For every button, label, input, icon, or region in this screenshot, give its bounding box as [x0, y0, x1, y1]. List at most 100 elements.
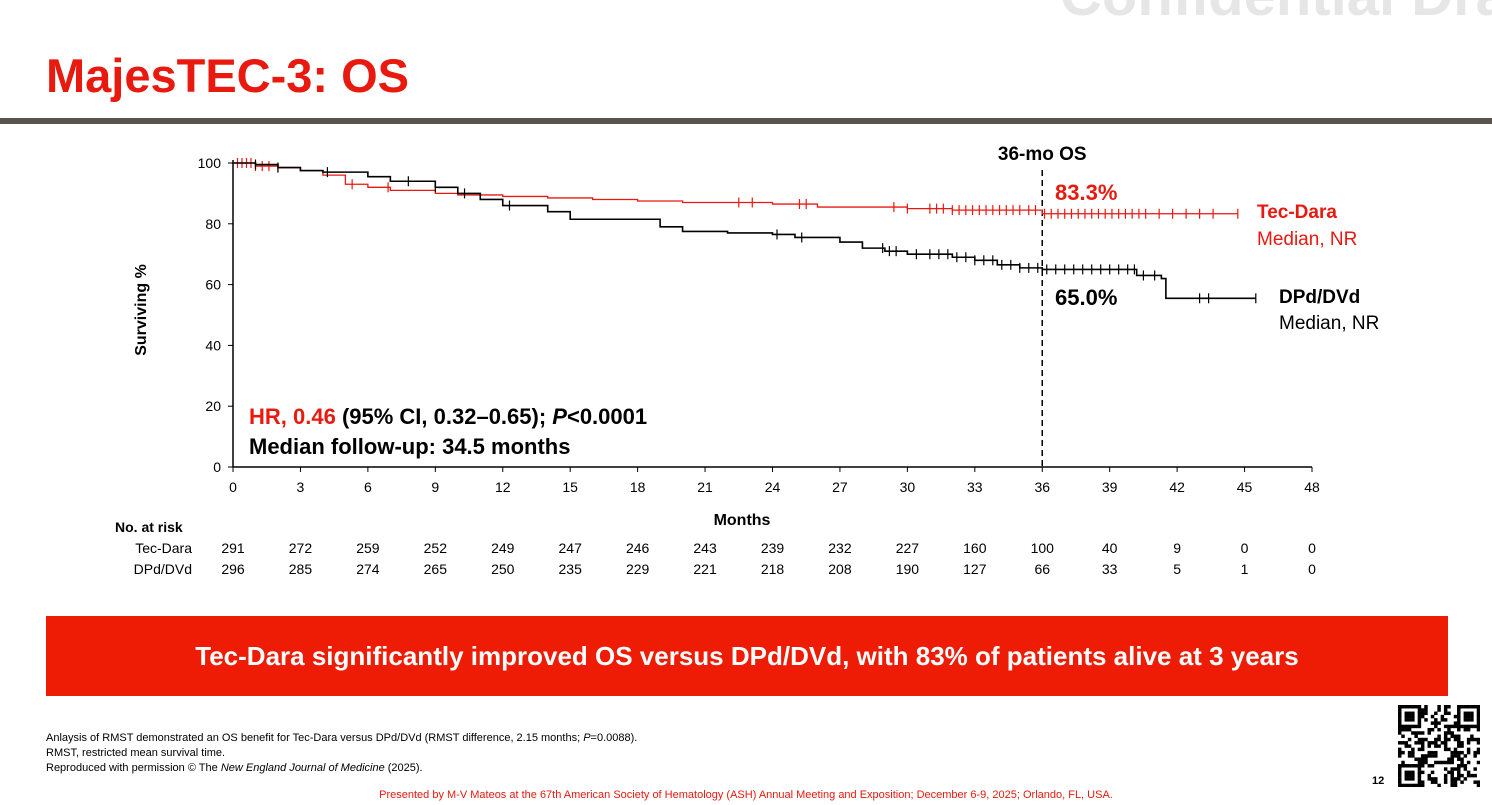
- qr-module: [1453, 780, 1458, 784]
- qr-module: [1407, 705, 1412, 709]
- qr-module: [1414, 741, 1418, 745]
- qr-module: [1407, 783, 1412, 787]
- qr-module: [1404, 770, 1409, 775]
- qr-module: [1414, 783, 1418, 787]
- qr-module: [1443, 705, 1448, 709]
- qr-module: [1437, 783, 1441, 787]
- qr-module: [1473, 724, 1477, 729]
- qr-module: [1453, 737, 1458, 742]
- qr-module: [1463, 724, 1468, 729]
- at-risk-value: 235: [559, 561, 583, 577]
- at-risk-value: 66: [1034, 561, 1050, 577]
- qr-module: [1414, 757, 1418, 761]
- qr-module: [1466, 714, 1471, 719]
- qr-module: [1463, 714, 1468, 719]
- qr-module: [1411, 754, 1415, 758]
- qr-module: [1476, 750, 1480, 755]
- qr-module: [1407, 770, 1412, 775]
- qr-module: [1417, 714, 1422, 719]
- at-risk-value: 100: [1031, 540, 1055, 556]
- qr-module: [1407, 744, 1412, 748]
- qr-module: [1407, 777, 1412, 781]
- qr-module: [1404, 718, 1409, 722]
- y-axis-label: Surviving %: [133, 264, 150, 356]
- qr-module: [1457, 727, 1461, 732]
- qr-module: [1457, 724, 1461, 729]
- landmark-label: 83.3%: [1055, 180, 1117, 205]
- qr-module: [1398, 714, 1402, 719]
- qr-module: [1420, 737, 1425, 742]
- qr-module: [1417, 780, 1422, 784]
- x-tick-label: 9: [431, 479, 439, 495]
- qr-module: [1407, 750, 1412, 755]
- qr-module: [1430, 721, 1435, 725]
- qr-module: [1398, 750, 1402, 755]
- qr-module: [1398, 708, 1402, 712]
- at-risk-value: 246: [626, 540, 650, 556]
- qr-module: [1470, 734, 1474, 738]
- qr-module: [1398, 767, 1402, 771]
- footnote-text: Anlaysis of RMST demonstrated an OS bene…: [46, 732, 584, 744]
- at-risk-value: 243: [693, 540, 717, 556]
- qr-module: [1466, 718, 1471, 722]
- qr-module: [1453, 734, 1458, 738]
- qr-module: [1430, 741, 1435, 745]
- qr-module: [1404, 744, 1409, 748]
- qr-module: [1414, 734, 1418, 738]
- qr-module: [1457, 711, 1461, 716]
- qr-module: [1414, 764, 1418, 768]
- qr-module: [1401, 741, 1405, 745]
- qr-module: [1407, 714, 1412, 719]
- qr-module: [1476, 714, 1480, 719]
- qr-module: [1460, 750, 1464, 755]
- qr-module: [1463, 764, 1468, 768]
- qr-module: [1450, 783, 1454, 787]
- hr-part: HR, 0.46: [249, 404, 336, 429]
- qr-module: [1466, 727, 1471, 732]
- qr-module: [1424, 705, 1428, 709]
- qr-module: [1411, 747, 1415, 752]
- qr-module: [1398, 724, 1402, 729]
- at-risk-value: 250: [491, 561, 515, 577]
- at-risk-value: 0: [1241, 540, 1249, 556]
- qr-module: [1411, 777, 1415, 781]
- x-tick-label: 45: [1237, 479, 1253, 495]
- at-risk-value: 221: [693, 561, 717, 577]
- qr-module: [1430, 727, 1435, 732]
- at-risk-value: 5: [1173, 561, 1181, 577]
- qr-module: [1424, 760, 1428, 765]
- x-tick-label: 39: [1102, 479, 1118, 495]
- qr-module: [1420, 783, 1425, 787]
- qr-module: [1427, 754, 1431, 758]
- qr-module: [1420, 747, 1425, 752]
- qr-module: [1404, 714, 1409, 719]
- qr-module: [1473, 705, 1477, 709]
- page-number: 12: [1372, 775, 1385, 787]
- qr-module: [1407, 711, 1412, 716]
- footnote-p: P: [583, 732, 591, 744]
- qr-code-icon[interactable]: [1398, 705, 1480, 787]
- qr-module: [1473, 767, 1477, 771]
- qr-module: [1466, 747, 1471, 752]
- watermark: Confidential Draft: [1060, 0, 1492, 29]
- hr-part: P: [552, 404, 567, 429]
- qr-module: [1424, 737, 1428, 742]
- qr-module: [1401, 783, 1405, 787]
- median-follow-up: Median follow-up: 34.5 months: [249, 434, 570, 459]
- qr-module: [1457, 737, 1461, 742]
- qr-module: [1457, 734, 1461, 738]
- qr-module: [1430, 750, 1435, 755]
- qr-module: [1430, 754, 1435, 758]
- qr-module: [1476, 724, 1480, 729]
- qr-module: [1434, 737, 1438, 742]
- at-risk-value: 259: [356, 540, 380, 556]
- qr-module: [1473, 737, 1477, 742]
- qr-module: [1443, 747, 1448, 752]
- qr-module: [1466, 724, 1471, 729]
- qr-module: [1460, 724, 1464, 729]
- qr-module: [1427, 773, 1431, 778]
- y-tick-label: 100: [198, 155, 222, 171]
- qr-module: [1411, 731, 1415, 735]
- qr-module: [1473, 750, 1477, 755]
- qr-module: [1440, 760, 1445, 765]
